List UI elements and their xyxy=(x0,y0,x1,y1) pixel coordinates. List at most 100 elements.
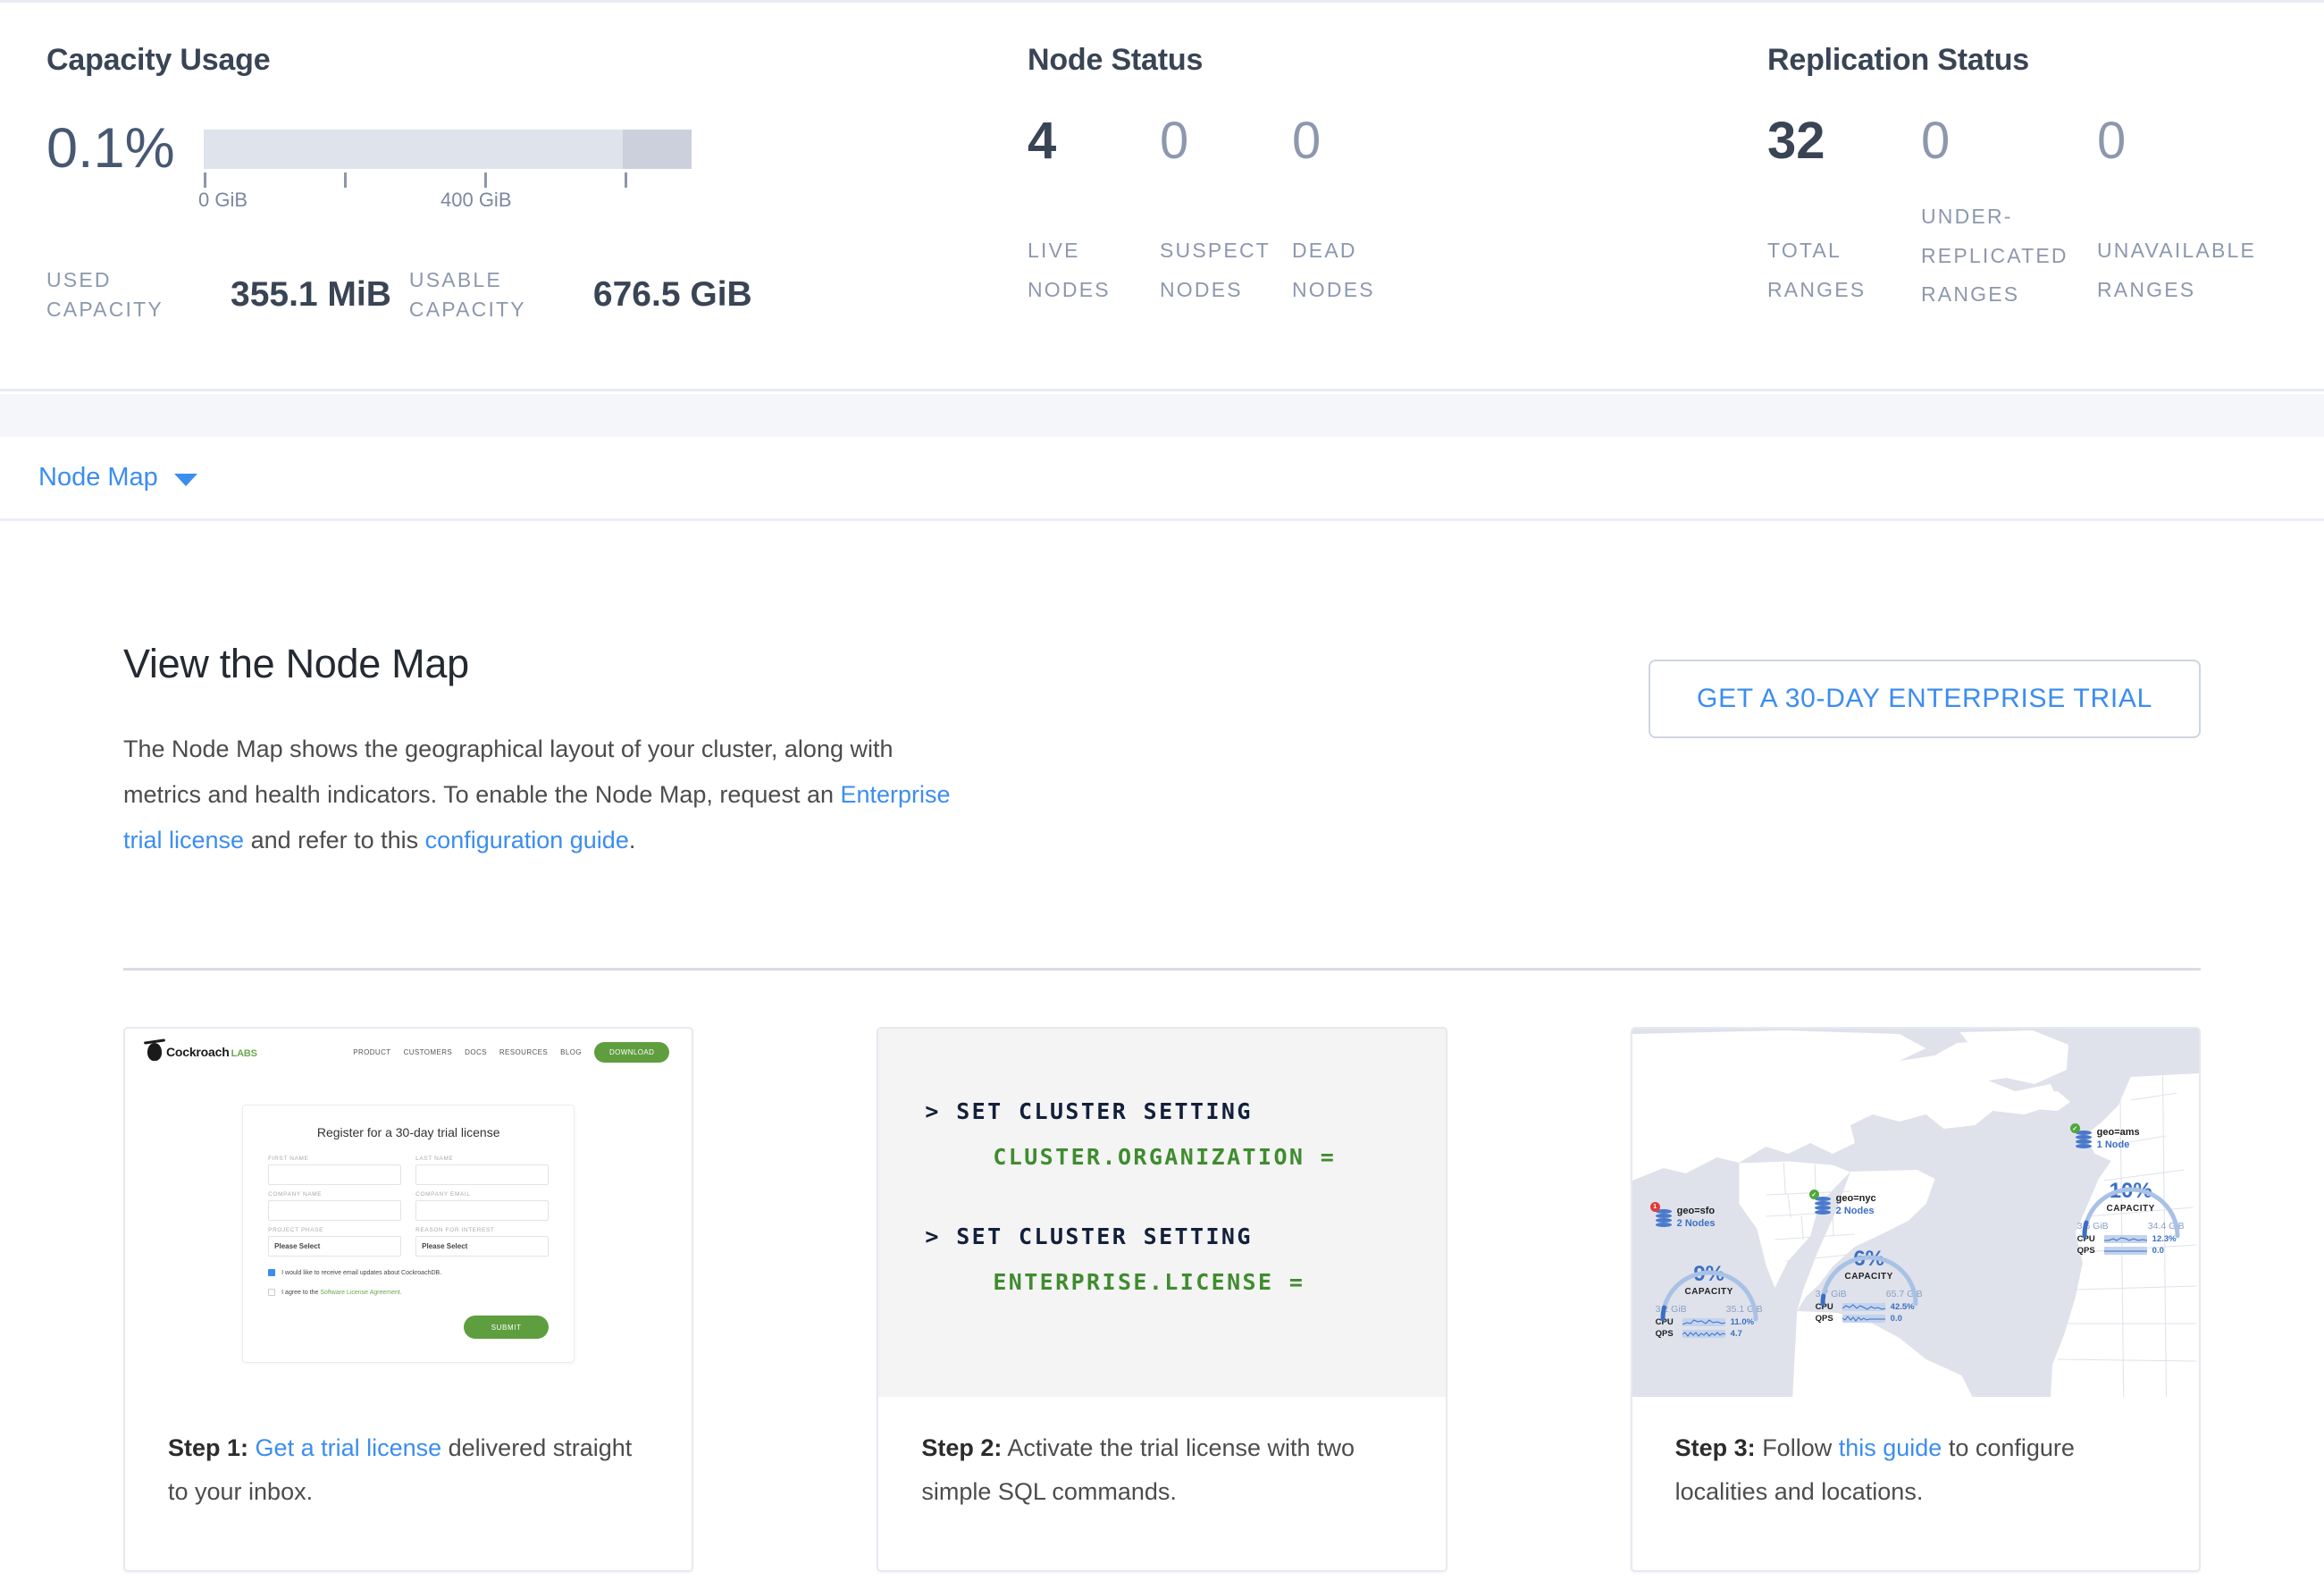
node-map-screenshot: 1 geo=sfo 2 Nodes 9% CAPACI xyxy=(1632,1029,2199,1398)
capacity-caption: CAPACITY xyxy=(1684,1287,1733,1298)
capacity-arc-icon xyxy=(2082,1187,2180,1239)
nav-link: DOCS xyxy=(465,1047,487,1056)
node-status-metrics: 4 LIVE NODES 0 SUSPECT NODES 0 DEAD NODE… xyxy=(1028,112,1767,301)
signup-form-screenshot: Cockroach LABS PRODUCT CUSTOMERS DOCS RES… xyxy=(125,1029,692,1398)
metric-value: 0 xyxy=(1292,112,1321,170)
used-capacity-stat: USED CAPACITY 355.1 MiB xyxy=(46,265,391,325)
axis-tick xyxy=(484,172,487,188)
node-locality-name: geo=sfo xyxy=(1676,1206,1716,1217)
axis-tick-label-min: 0 GiB xyxy=(198,189,248,211)
qps-label: QPS xyxy=(1655,1329,1674,1340)
nav-link: RESOURCES xyxy=(499,1047,549,1056)
screenshot-navbar: Cockroach LABS PRODUCT CUSTOMERS DOCS RES… xyxy=(125,1029,692,1075)
hero-text-block: View the Node Map The Node Map shows the… xyxy=(123,641,1017,862)
form-field: PROJECT PHASE Please Select xyxy=(268,1227,402,1257)
section-spacer xyxy=(0,394,2324,437)
step-3-caption: Step 3: Follow this guide to configure l… xyxy=(1632,1397,2199,1514)
company-email-input xyxy=(415,1200,550,1222)
form-field: COMPANY EMAIL xyxy=(415,1191,550,1222)
metric-value: 0 xyxy=(1921,112,1951,170)
hero-description: The Node Map shows the geographical layo… xyxy=(123,727,977,862)
qps-metric-row: QPS 0.0 xyxy=(2077,1246,2185,1256)
metric-value: 4 xyxy=(1028,112,1057,170)
enterprise-trial-license-link[interactable]: Enterprise trial license xyxy=(123,780,951,853)
metric-suspect-nodes: 0 SUSPECT NODES xyxy=(1160,115,1292,301)
field-label: COMPANY NAME xyxy=(268,1191,323,1198)
node-metrics: CPU 11.0% QPS 4. xyxy=(1656,1317,1763,1339)
sql-code-block: > SET CLUSTER SETTING CLUSTER.ORGANIZATI… xyxy=(878,1029,1446,1398)
replication-status-title: Replication Status xyxy=(1767,43,2030,77)
qps-value: 4.7 xyxy=(1730,1329,1742,1340)
step-caption-text: Activate the trial license with two simp… xyxy=(921,1434,1355,1506)
replication-status-panel: Replication Status 32 TOTAL RANGES 0 UND… xyxy=(1767,3,2324,389)
capacity-bar-wrap: 0 GiB 400 GiB xyxy=(198,121,692,212)
checkbox-unchecked-icon xyxy=(268,1289,276,1297)
capacity-arc-icon xyxy=(1660,1270,1758,1322)
download-button: DOWNLOAD xyxy=(594,1041,670,1063)
step-card: 1 geo=sfo 2 Nodes 9% CAPACI xyxy=(1630,1027,2201,1573)
cluster-summary-bar: Capacity Usage 0.1% 0 GiB 400 GiB xyxy=(0,0,2324,391)
axis-tick xyxy=(204,172,206,188)
project-phase-select: Please Select xyxy=(268,1236,402,1257)
nav-link: CUSTOMERS xyxy=(403,1047,453,1056)
metric-total-ranges: 32 TOTAL RANGES xyxy=(1767,115,1921,301)
screenshot-nav-links: PRODUCT CUSTOMERS DOCS RESOURCES BLOG DO… xyxy=(353,1041,670,1063)
map-node-label-sfo: 1 geo=sfo 2 Nodes xyxy=(1649,1202,1716,1231)
database-stack-icon xyxy=(1655,1209,1672,1228)
step-label: Step 3: xyxy=(1674,1434,1756,1462)
qps-label: QPS xyxy=(1815,1314,1833,1324)
used-capacity-label: USED CAPACITY xyxy=(46,268,164,322)
qps-label: QPS xyxy=(2076,1246,2095,1257)
replication-status-metrics: 32 TOTAL RANGES 0 UNDER- REPLICATED RANG… xyxy=(1767,112,2324,307)
map-node-label-nyc: ✓ geo=nyc 2 Nodes xyxy=(1808,1190,1876,1218)
get-trial-license-link[interactable]: Get a trial license xyxy=(255,1434,442,1462)
get-enterprise-trial-button[interactable]: GET A 30-DAY ENTERPRISE TRIAL xyxy=(1649,660,2201,738)
metric-unavailable-ranges: 0 UNAVAILABLE RANGES xyxy=(2097,115,2276,301)
checkbox-checked-icon xyxy=(268,1269,276,1277)
step-caption-text: to configure localities and locations. xyxy=(1674,1434,2075,1506)
used-capacity-value: 355.1 MiB xyxy=(231,275,391,315)
metric-live-nodes: 4 LIVE NODES xyxy=(1028,112,1160,301)
field-label: FIRST NAME xyxy=(268,1156,309,1163)
checkbox-label: I agree to the Software License Agreemen… xyxy=(281,1289,402,1296)
map-gauge-ams: 10% CAPACITY 3.6 GiB 34.4 GiB CPU xyxy=(2077,1164,2185,1256)
reason-for-interest-select: Please Select xyxy=(415,1236,550,1257)
usable-capacity-value: 676.5 GiB xyxy=(592,275,752,315)
node-healthy-badge: ✓ xyxy=(2069,1123,2080,1134)
field-label: PROJECT PHASE xyxy=(268,1227,324,1234)
map-node-label-ams: ✓ geo=ams 1 Node xyxy=(2069,1123,2140,1152)
cpu-label: CPU xyxy=(1815,1302,1833,1313)
steps-card-list: Cockroach LABS PRODUCT CUSTOMERS DOCS RES… xyxy=(123,1027,2201,1573)
this-guide-link[interactable]: this guide xyxy=(1838,1434,1942,1462)
qps-sparkline xyxy=(2103,1247,2147,1256)
first-name-input xyxy=(268,1164,402,1186)
submit-button: SUBMIT xyxy=(464,1316,550,1340)
configuration-guide-link[interactable]: configuration guide xyxy=(424,826,629,853)
qps-sparkline xyxy=(1682,1330,1725,1339)
capacity-usage-title: Capacity Usage xyxy=(46,43,271,77)
node-map-dropdown[interactable]: Node Map xyxy=(38,463,197,492)
step-2-caption: Step 2: Activate the trial license with … xyxy=(878,1397,1445,1514)
cockroach-icon xyxy=(147,1043,162,1062)
node-healthy-badge: ✓ xyxy=(1808,1190,1819,1200)
step-1-caption: Step 1: Get a trial license delivered st… xyxy=(125,1397,692,1514)
step-caption-pre: Follow xyxy=(1755,1434,1839,1462)
capacity-usage-panel: Capacity Usage 0.1% 0 GiB 400 GiB xyxy=(0,3,1028,389)
database-stack-icon xyxy=(1814,1197,1831,1215)
step-card: Cockroach LABS PRODUCT CUSTOMERS DOCS RES… xyxy=(123,1027,694,1573)
axis-tick xyxy=(625,172,627,188)
map-gauge-nyc: 6% CAPACITY 3.7 GiB 65.7 GiB CPU xyxy=(1816,1232,1923,1324)
qps-metric-row: QPS 4.7 xyxy=(1656,1329,1763,1339)
axis-tick xyxy=(344,172,347,188)
node-alert-badge: 1 xyxy=(1649,1202,1660,1213)
hero-description-part2: and refer to this xyxy=(244,826,425,853)
view-selector-bar: Node Map xyxy=(0,437,2324,521)
nav-link: BLOG xyxy=(560,1047,582,1056)
node-count: 2 Nodes xyxy=(1676,1218,1716,1229)
chevron-down-icon xyxy=(173,473,197,486)
cpu-value: 11.0% xyxy=(1730,1317,1755,1328)
code-spacer xyxy=(925,1170,1445,1223)
cpu-metric-row: CPU 12.3% xyxy=(2077,1234,2185,1244)
node-status-panel: Node Status 4 LIVE NODES 0 SUSPECT NODES… xyxy=(1028,3,1767,389)
step-caption-text: delivered straight to your inbox. xyxy=(168,1434,633,1506)
